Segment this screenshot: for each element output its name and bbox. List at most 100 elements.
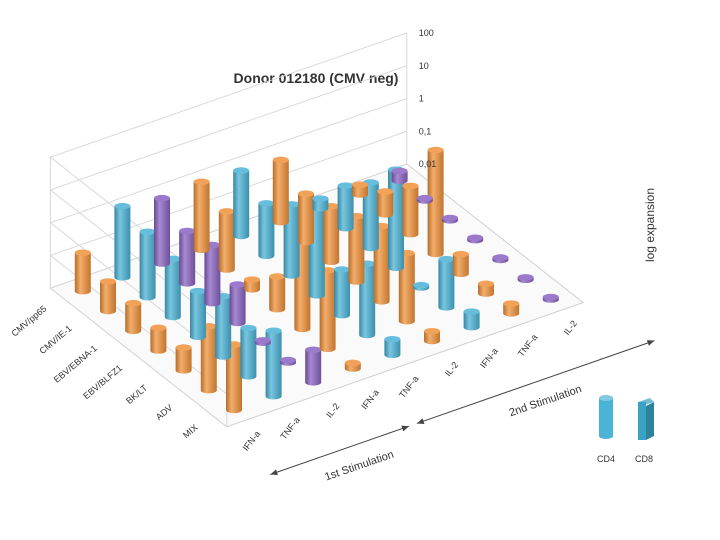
- row-label: EBV/BLFZ1: [81, 363, 124, 401]
- bar-top: [478, 280, 494, 287]
- bar-top: [413, 281, 430, 289]
- bar-body: [226, 344, 242, 414]
- bar-bk-lt-col8: [492, 254, 509, 264]
- bar-body: [164, 258, 181, 321]
- z-tick-label: 100: [419, 28, 434, 38]
- z-tick-label: 10: [419, 61, 429, 71]
- second-stimulation-axis: [416, 340, 655, 424]
- bar-top: [391, 167, 408, 175]
- bar-top: [125, 299, 142, 307]
- bar-cmv-pp65-col1: [114, 202, 131, 281]
- bar-bk-lt-col0: [175, 344, 192, 374]
- bar-top: [384, 335, 401, 343]
- bar-top: [190, 287, 206, 295]
- bar-top: [467, 234, 484, 241]
- z-tick-label: 0,1: [419, 126, 432, 136]
- bar-mix-col6: [463, 308, 480, 331]
- bar-body: [384, 339, 401, 358]
- row-label: EBV/EBNA-1: [52, 343, 99, 385]
- bar-top: [193, 178, 210, 185]
- bar-body: [424, 331, 440, 345]
- bar-ebv-ebna-1-col5: [323, 202, 340, 265]
- bar-top: [463, 308, 480, 315]
- column-label: IL-2: [562, 318, 579, 336]
- bar-top: [150, 324, 167, 331]
- bar-cmv-pp65-col0: [74, 249, 91, 295]
- bar-cmv-ie-1-col7: [377, 188, 394, 218]
- column-label: IFN-a: [241, 429, 263, 453]
- z-axis-label: log expansion: [643, 188, 657, 262]
- bar-ebv-ebna-1-col8: [442, 214, 458, 224]
- bar-body: [204, 244, 221, 307]
- row-label: CMV/pp65: [9, 303, 48, 338]
- bar-top: [305, 346, 322, 353]
- bar-cmv-ie-1-col2: [179, 227, 196, 287]
- bar-body: [348, 216, 365, 285]
- bar-body: [272, 159, 289, 226]
- bar-top: [517, 274, 534, 281]
- bar-top: [233, 167, 250, 174]
- bar-body: [125, 303, 142, 334]
- legend-swatch-bottom: [599, 433, 613, 439]
- bar-top: [442, 214, 458, 222]
- bar-top: [334, 266, 350, 273]
- row-label: ADV: [154, 402, 175, 422]
- bar-ebv-ebna-1-col7: [402, 182, 419, 238]
- row-label: BK/LT: [124, 382, 149, 406]
- legend-swatch-side: [646, 402, 654, 440]
- legend-label: CD4: [597, 454, 615, 464]
- bar-mix-col2: [305, 346, 322, 386]
- bar-ebv-blfz1-col0: [150, 324, 167, 354]
- bar-body: [337, 185, 354, 232]
- bar-body: [218, 211, 235, 273]
- bar-top: [312, 195, 329, 202]
- bar-adv-col8: [517, 274, 534, 283]
- bar-cmv-pp65-col5: [272, 156, 289, 226]
- column-label: TNF-a: [278, 415, 302, 441]
- bar-top: [265, 327, 282, 334]
- bar-layer: [74, 146, 559, 414]
- legend-label: CD8: [635, 454, 653, 464]
- bar-body: [503, 303, 520, 317]
- bar-body: [452, 254, 469, 277]
- row-label: CMV/IE-1: [37, 323, 73, 356]
- bar-adv-col7: [478, 280, 494, 297]
- bar-body: [265, 330, 282, 400]
- bar-body: [154, 198, 170, 267]
- bar-bk-lt-col2: [254, 337, 271, 346]
- bar-body: [139, 231, 156, 301]
- bar-body: [438, 259, 455, 311]
- bar-top: [337, 182, 354, 189]
- bar-mix-col5: [424, 327, 440, 345]
- bar-top: [298, 190, 314, 197]
- bar-ebv-blfz1-col7: [427, 146, 444, 258]
- bar-top: [503, 300, 520, 307]
- bar-cmv-pp65-col3: [193, 178, 210, 253]
- bar-mix-col7: [503, 300, 520, 317]
- bar-cmv-pp65-col7: [352, 181, 368, 198]
- bar-body: [427, 149, 444, 258]
- bar-ebv-blfz1-col8: [467, 234, 484, 244]
- bar-ebv-blfz1-col2: [229, 281, 246, 327]
- column-label: IL-2: [324, 401, 341, 419]
- bar-body: [190, 291, 206, 340]
- legend-swatch-top: [599, 395, 613, 401]
- bar-bk-lt-col4: [334, 266, 350, 319]
- bar-ebv-ebna-1-col3: [244, 276, 260, 293]
- bar-top: [154, 194, 170, 202]
- bar-body: [193, 181, 210, 253]
- column-label: IFN-a: [478, 346, 500, 370]
- bar-body: [229, 284, 246, 327]
- bar-top: [492, 254, 509, 261]
- bar-body: [150, 327, 167, 354]
- bar-mix-col1: [265, 327, 282, 400]
- axis-arrowhead: [416, 418, 425, 424]
- bar-mix-col8: [542, 293, 559, 303]
- bar-top: [139, 228, 156, 235]
- bar-mix-col4: [384, 335, 401, 358]
- bar-cmv-ie-1-col0: [100, 278, 116, 315]
- bar-body: [233, 170, 250, 240]
- axis-arrowhead: [401, 425, 409, 432]
- bar-top: [427, 146, 444, 154]
